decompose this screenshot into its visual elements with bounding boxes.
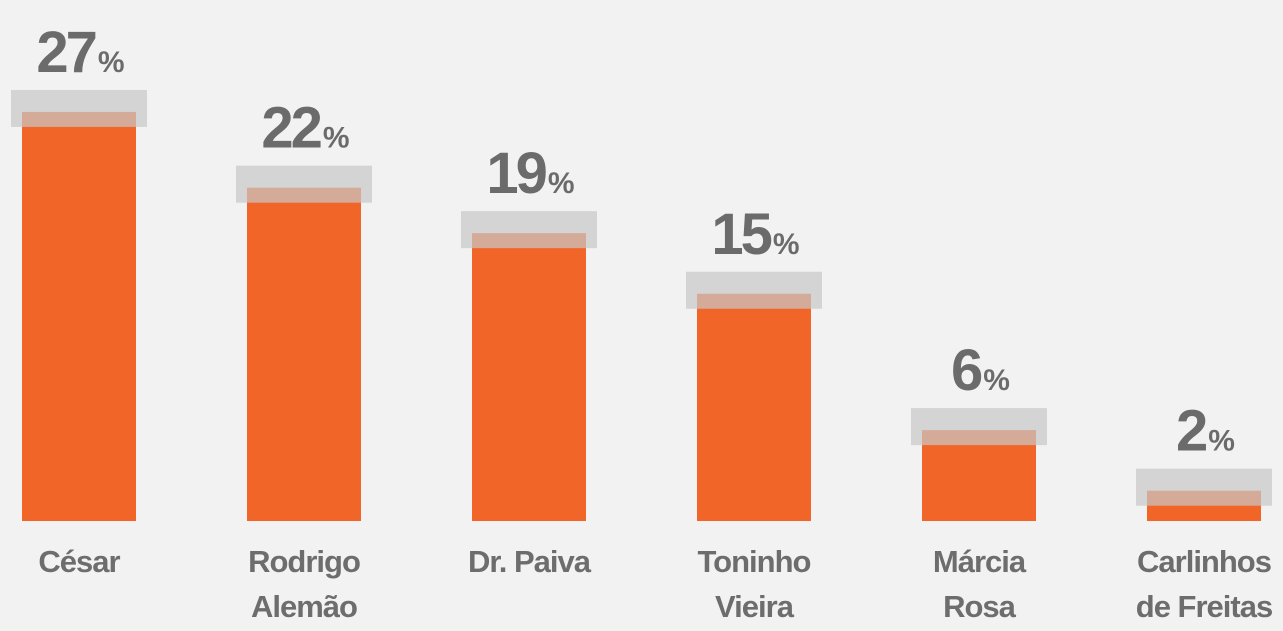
bar <box>697 293 811 521</box>
category-label: Dr. Paiva <box>468 544 592 579</box>
category-label: Rodrigo Alemão <box>248 544 360 624</box>
category-label: Carlinhos de Freitas <box>1136 544 1272 624</box>
value-label: 15% <box>711 202 799 267</box>
bar-cap-highlight <box>1136 468 1272 506</box>
category-label: César <box>38 544 120 579</box>
bar <box>472 233 586 521</box>
bar-cap-highlight <box>11 89 147 127</box>
bar-cap-highlight <box>686 271 822 309</box>
bar-cap-highlight <box>911 408 1047 446</box>
bar <box>247 187 361 521</box>
category-label: Márcia Rosa <box>933 544 1027 624</box>
bar-cap-highlight <box>461 211 597 249</box>
bar-cap-highlight <box>236 165 372 203</box>
category-label: Toninho Vieira <box>698 544 811 624</box>
bar <box>922 430 1036 521</box>
bar <box>22 111 136 521</box>
